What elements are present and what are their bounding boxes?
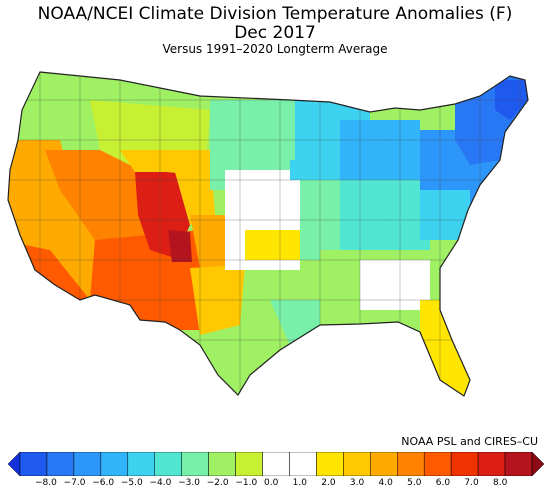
region-ohio-valley (330, 180, 430, 250)
legend-tick-label: −2.0 (206, 478, 229, 488)
legend-bin (343, 452, 371, 476)
legend-ticks: −8.0 −7.0 −6.0 −5.0 −4.0 −3.0 −2.0 −1.0 0.0 1.0 2.… (0, 478, 550, 492)
legend-bin (127, 452, 155, 476)
legend-tick-label: 0.0 (264, 478, 279, 488)
legend-tick-label: −5.0 (120, 478, 143, 488)
legend-tick-label: 8.0 (493, 478, 508, 488)
us-anomaly-map (7, 71, 529, 397)
map-period: Dec 2017 (234, 23, 316, 43)
legend-bin (370, 452, 398, 476)
region-wyoming (120, 150, 215, 225)
region-mid-atlantic (420, 190, 470, 240)
legend-bin (73, 452, 102, 476)
legend-bin (504, 452, 533, 476)
legend-tick-label: −4.0 (149, 478, 172, 488)
map-subtitle: Versus 1991–2020 Longterm Average (162, 42, 388, 56)
legend-bin (181, 452, 209, 476)
region-kansas-warm (245, 230, 300, 260)
legend-bin (450, 452, 479, 476)
legend-bin (8, 452, 21, 476)
region-florida (420, 300, 470, 396)
legend-tick-label: −6.0 (92, 478, 115, 488)
legend-tick-label: −3.0 (178, 478, 200, 488)
legend-tick-label: 4.0 (378, 478, 393, 488)
legend-tick-label: 5.0 (407, 478, 422, 488)
region-southern-plains (230, 270, 325, 375)
legend-tick-label: 6.0 (435, 478, 451, 488)
legend-bin (154, 452, 182, 476)
legend-bin (477, 452, 506, 476)
legend-bin (316, 452, 344, 476)
legend-tick-label: 1.0 (292, 478, 307, 488)
region-minnesota (255, 100, 295, 160)
map-title: NOAA/NCEI Climate Division Temperature A… (37, 4, 513, 24)
legend-tick-label: 7.0 (464, 478, 479, 488)
legend-bin (397, 452, 425, 476)
legend-bin (531, 452, 544, 476)
region-utah-core (168, 230, 192, 262)
legend-bin (423, 452, 452, 476)
legend-bin (235, 452, 263, 476)
legend-bin (19, 452, 48, 476)
legend-bin (100, 452, 129, 476)
legend-colorbar (8, 452, 544, 476)
credit-label: NOAA PSL and CIRES–CU (401, 435, 538, 448)
legend-bin (289, 452, 317, 476)
legend-tick-label: −1.0 (235, 478, 258, 488)
legend-tick-label: 3.0 (349, 478, 365, 488)
region-southeast-white (360, 260, 430, 310)
legend-tick-label: 2.0 (321, 478, 336, 488)
legend-bin (262, 452, 290, 476)
legend-bin (46, 452, 75, 476)
legend-tick-label: −8.0 (34, 478, 57, 488)
legend-tick-label: −7.0 (63, 478, 86, 488)
region-great-lakes (340, 120, 420, 180)
legend-bin (208, 452, 236, 476)
